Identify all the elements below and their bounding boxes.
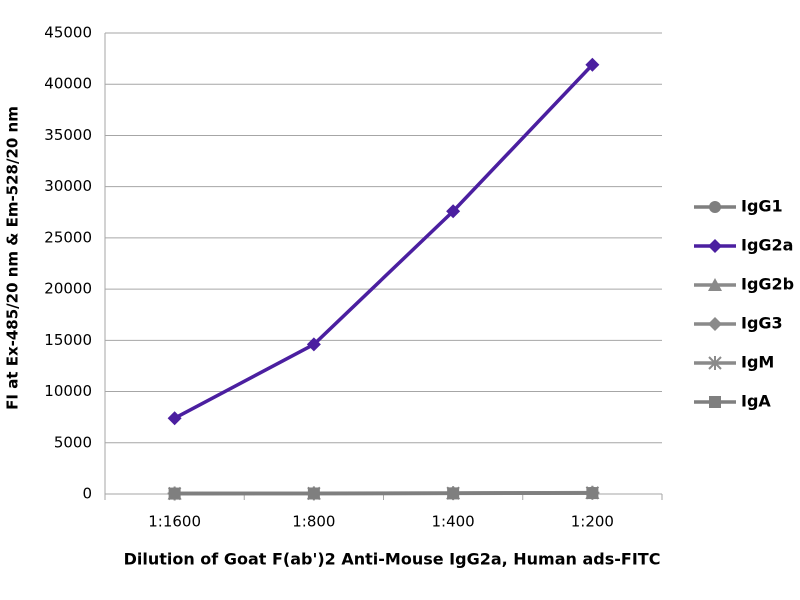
marker [307, 487, 320, 500]
marker [708, 356, 722, 370]
y-tick-label: 5000 [54, 433, 92, 451]
marker [447, 487, 460, 500]
y-tick-label: 0 [82, 485, 92, 503]
marker [708, 317, 722, 331]
y-tick-label: 30000 [44, 177, 92, 195]
y-tick-label: 20000 [44, 280, 92, 298]
marker [709, 396, 721, 408]
y-tick-label: 15000 [44, 331, 92, 349]
marker [167, 411, 182, 426]
legend-label: IgM [741, 353, 774, 372]
y-tick-label: 45000 [44, 24, 92, 42]
series-line [173, 63, 594, 420]
x-axis-label: Dilution of Goat F(ab')2 Anti-Mouse IgG2… [124, 550, 661, 569]
y-tick-label: 25000 [44, 228, 92, 246]
x-tick-label: 1:800 [292, 513, 335, 531]
marker [446, 204, 461, 219]
marker [306, 337, 321, 352]
marker [585, 57, 600, 72]
marker [708, 239, 722, 253]
y-tick-label: 35000 [44, 126, 92, 144]
y-tick-label: 40000 [44, 75, 92, 93]
y-axis-label: FI at Ex-485/20 nm & Em-528/20 nm [4, 106, 22, 410]
x-tick-label: 1:1600 [148, 513, 201, 531]
marker [586, 487, 599, 500]
x-tick-label: 1:200 [571, 513, 614, 531]
legend-label: IgG3 [741, 314, 783, 333]
marker [708, 278, 722, 291]
legend-label: IgG2a [741, 236, 793, 255]
marker [168, 487, 181, 500]
y-tick-label: 10000 [44, 382, 92, 400]
series-line [174, 491, 593, 496]
legend-label: IgG1 [741, 197, 783, 216]
marker [709, 201, 721, 213]
x-tick-label: 1:400 [432, 513, 475, 531]
legend-label: IgA [741, 392, 771, 411]
legend-label: IgG2b [741, 275, 794, 294]
